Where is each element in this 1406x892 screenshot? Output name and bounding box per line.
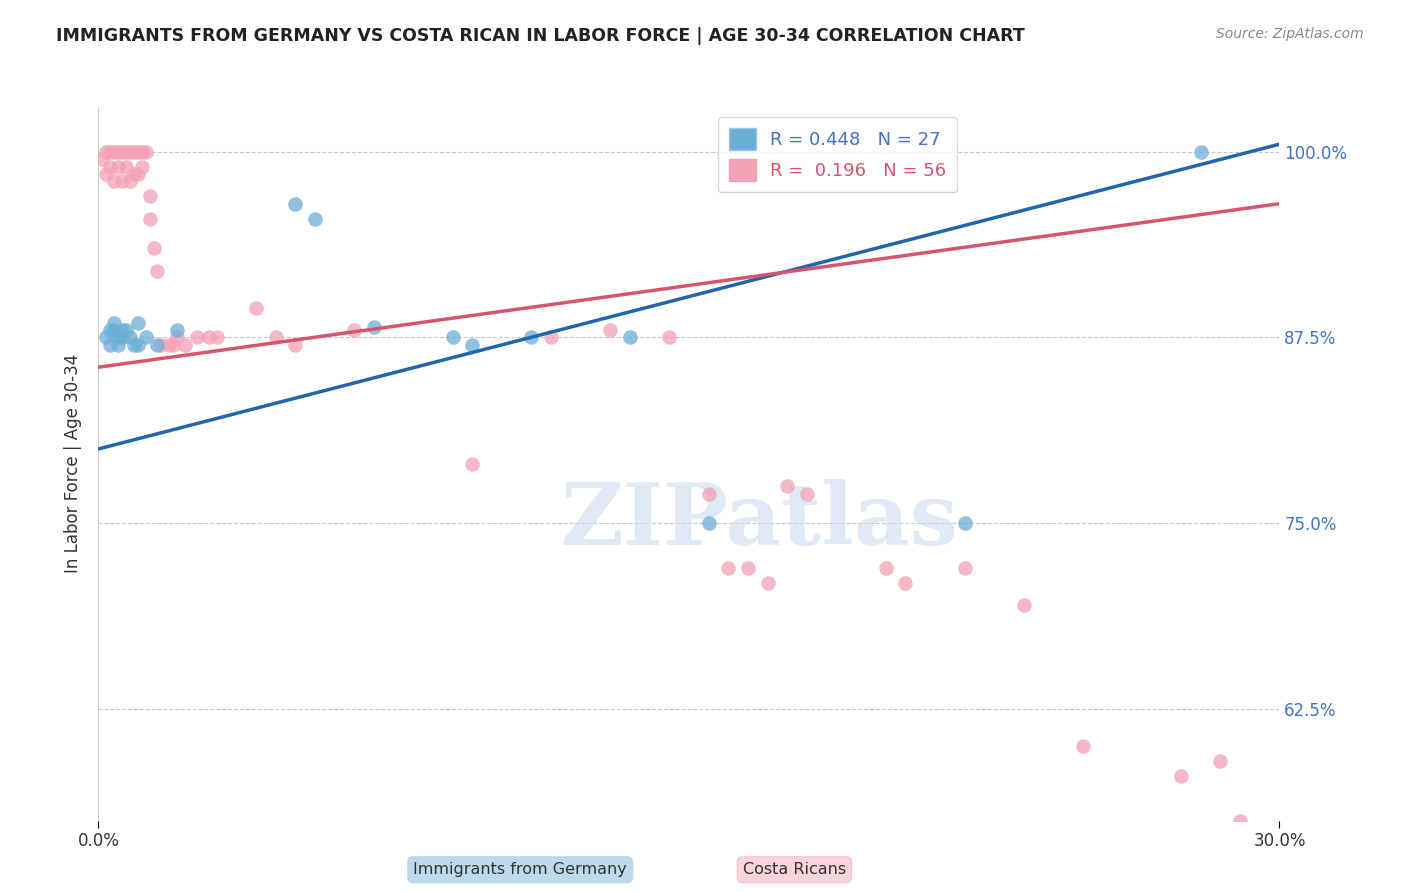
- Point: [343, 323, 366, 337]
- Point: [122, 145, 145, 159]
- Point: [953, 561, 976, 575]
- Point: [737, 561, 759, 575]
- Point: [115, 160, 138, 174]
- Point: [166, 330, 188, 344]
- Point: [284, 196, 307, 211]
- Point: [1071, 739, 1094, 754]
- Point: [363, 320, 385, 334]
- Point: [1170, 769, 1192, 783]
- Point: [107, 145, 129, 159]
- Point: [953, 516, 976, 531]
- Text: ZIPatlas: ZIPatlas: [561, 479, 959, 563]
- Point: [157, 338, 180, 352]
- Point: [103, 145, 125, 159]
- Point: [186, 330, 208, 344]
- Point: [131, 160, 153, 174]
- Point: [138, 189, 160, 203]
- Point: [146, 338, 169, 352]
- Text: Source: ZipAtlas.com: Source: ZipAtlas.com: [1216, 27, 1364, 41]
- Point: [98, 323, 121, 337]
- Point: [461, 338, 484, 352]
- Point: [111, 330, 134, 344]
- Text: IMMIGRANTS FROM GERMANY VS COSTA RICAN IN LABOR FORCE | AGE 30-34 CORRELATION CH: IMMIGRANTS FROM GERMANY VS COSTA RICAN I…: [56, 27, 1025, 45]
- Point: [1229, 814, 1251, 828]
- Point: [98, 160, 121, 174]
- Point: [135, 330, 157, 344]
- Point: [304, 211, 326, 226]
- Point: [98, 145, 121, 159]
- Point: [1189, 145, 1212, 159]
- Point: [127, 167, 149, 181]
- Point: [875, 561, 897, 575]
- Point: [96, 145, 118, 159]
- Point: [697, 486, 720, 500]
- Point: [96, 167, 118, 181]
- Point: [122, 167, 145, 181]
- Point: [796, 486, 818, 500]
- Point: [115, 323, 138, 337]
- Text: Immigrants from Germany: Immigrants from Germany: [413, 863, 627, 877]
- Point: [111, 145, 134, 159]
- Point: [115, 145, 138, 159]
- Point: [103, 316, 125, 330]
- Point: [111, 323, 134, 337]
- Point: [776, 479, 799, 493]
- Point: [520, 330, 543, 344]
- Point: [599, 323, 621, 337]
- Point: [540, 330, 562, 344]
- Point: [91, 152, 114, 166]
- Point: [1012, 598, 1035, 612]
- Point: [284, 338, 307, 352]
- Legend: R = 0.448   N = 27, R =  0.196   N = 56: R = 0.448 N = 27, R = 0.196 N = 56: [718, 118, 957, 193]
- Point: [107, 160, 129, 174]
- Point: [146, 263, 169, 277]
- Point: [135, 145, 157, 159]
- Point: [264, 330, 287, 344]
- Point: [138, 211, 160, 226]
- Point: [127, 316, 149, 330]
- Point: [697, 516, 720, 531]
- Point: [756, 575, 779, 590]
- Text: Costa Ricans: Costa Ricans: [742, 863, 846, 877]
- Point: [98, 338, 121, 352]
- Point: [619, 330, 641, 344]
- Point: [441, 330, 464, 344]
- Point: [131, 145, 153, 159]
- Point: [1209, 754, 1232, 768]
- Point: [118, 174, 141, 188]
- Point: [103, 174, 125, 188]
- Point: [107, 338, 129, 352]
- Point: [461, 457, 484, 471]
- Point: [127, 338, 149, 352]
- Point: [174, 338, 197, 352]
- Point: [118, 330, 141, 344]
- Point: [103, 323, 125, 337]
- Point: [111, 174, 134, 188]
- Point: [166, 323, 188, 337]
- Point: [118, 145, 141, 159]
- Point: [96, 330, 118, 344]
- Point: [717, 561, 740, 575]
- Point: [107, 330, 129, 344]
- Point: [150, 338, 173, 352]
- Point: [205, 330, 228, 344]
- Point: [894, 575, 917, 590]
- Point: [122, 338, 145, 352]
- Point: [197, 330, 219, 344]
- Point: [127, 145, 149, 159]
- Point: [142, 241, 165, 255]
- Point: [162, 338, 184, 352]
- Point: [658, 330, 681, 344]
- Y-axis label: In Labor Force | Age 30-34: In Labor Force | Age 30-34: [65, 354, 83, 574]
- Point: [245, 301, 267, 315]
